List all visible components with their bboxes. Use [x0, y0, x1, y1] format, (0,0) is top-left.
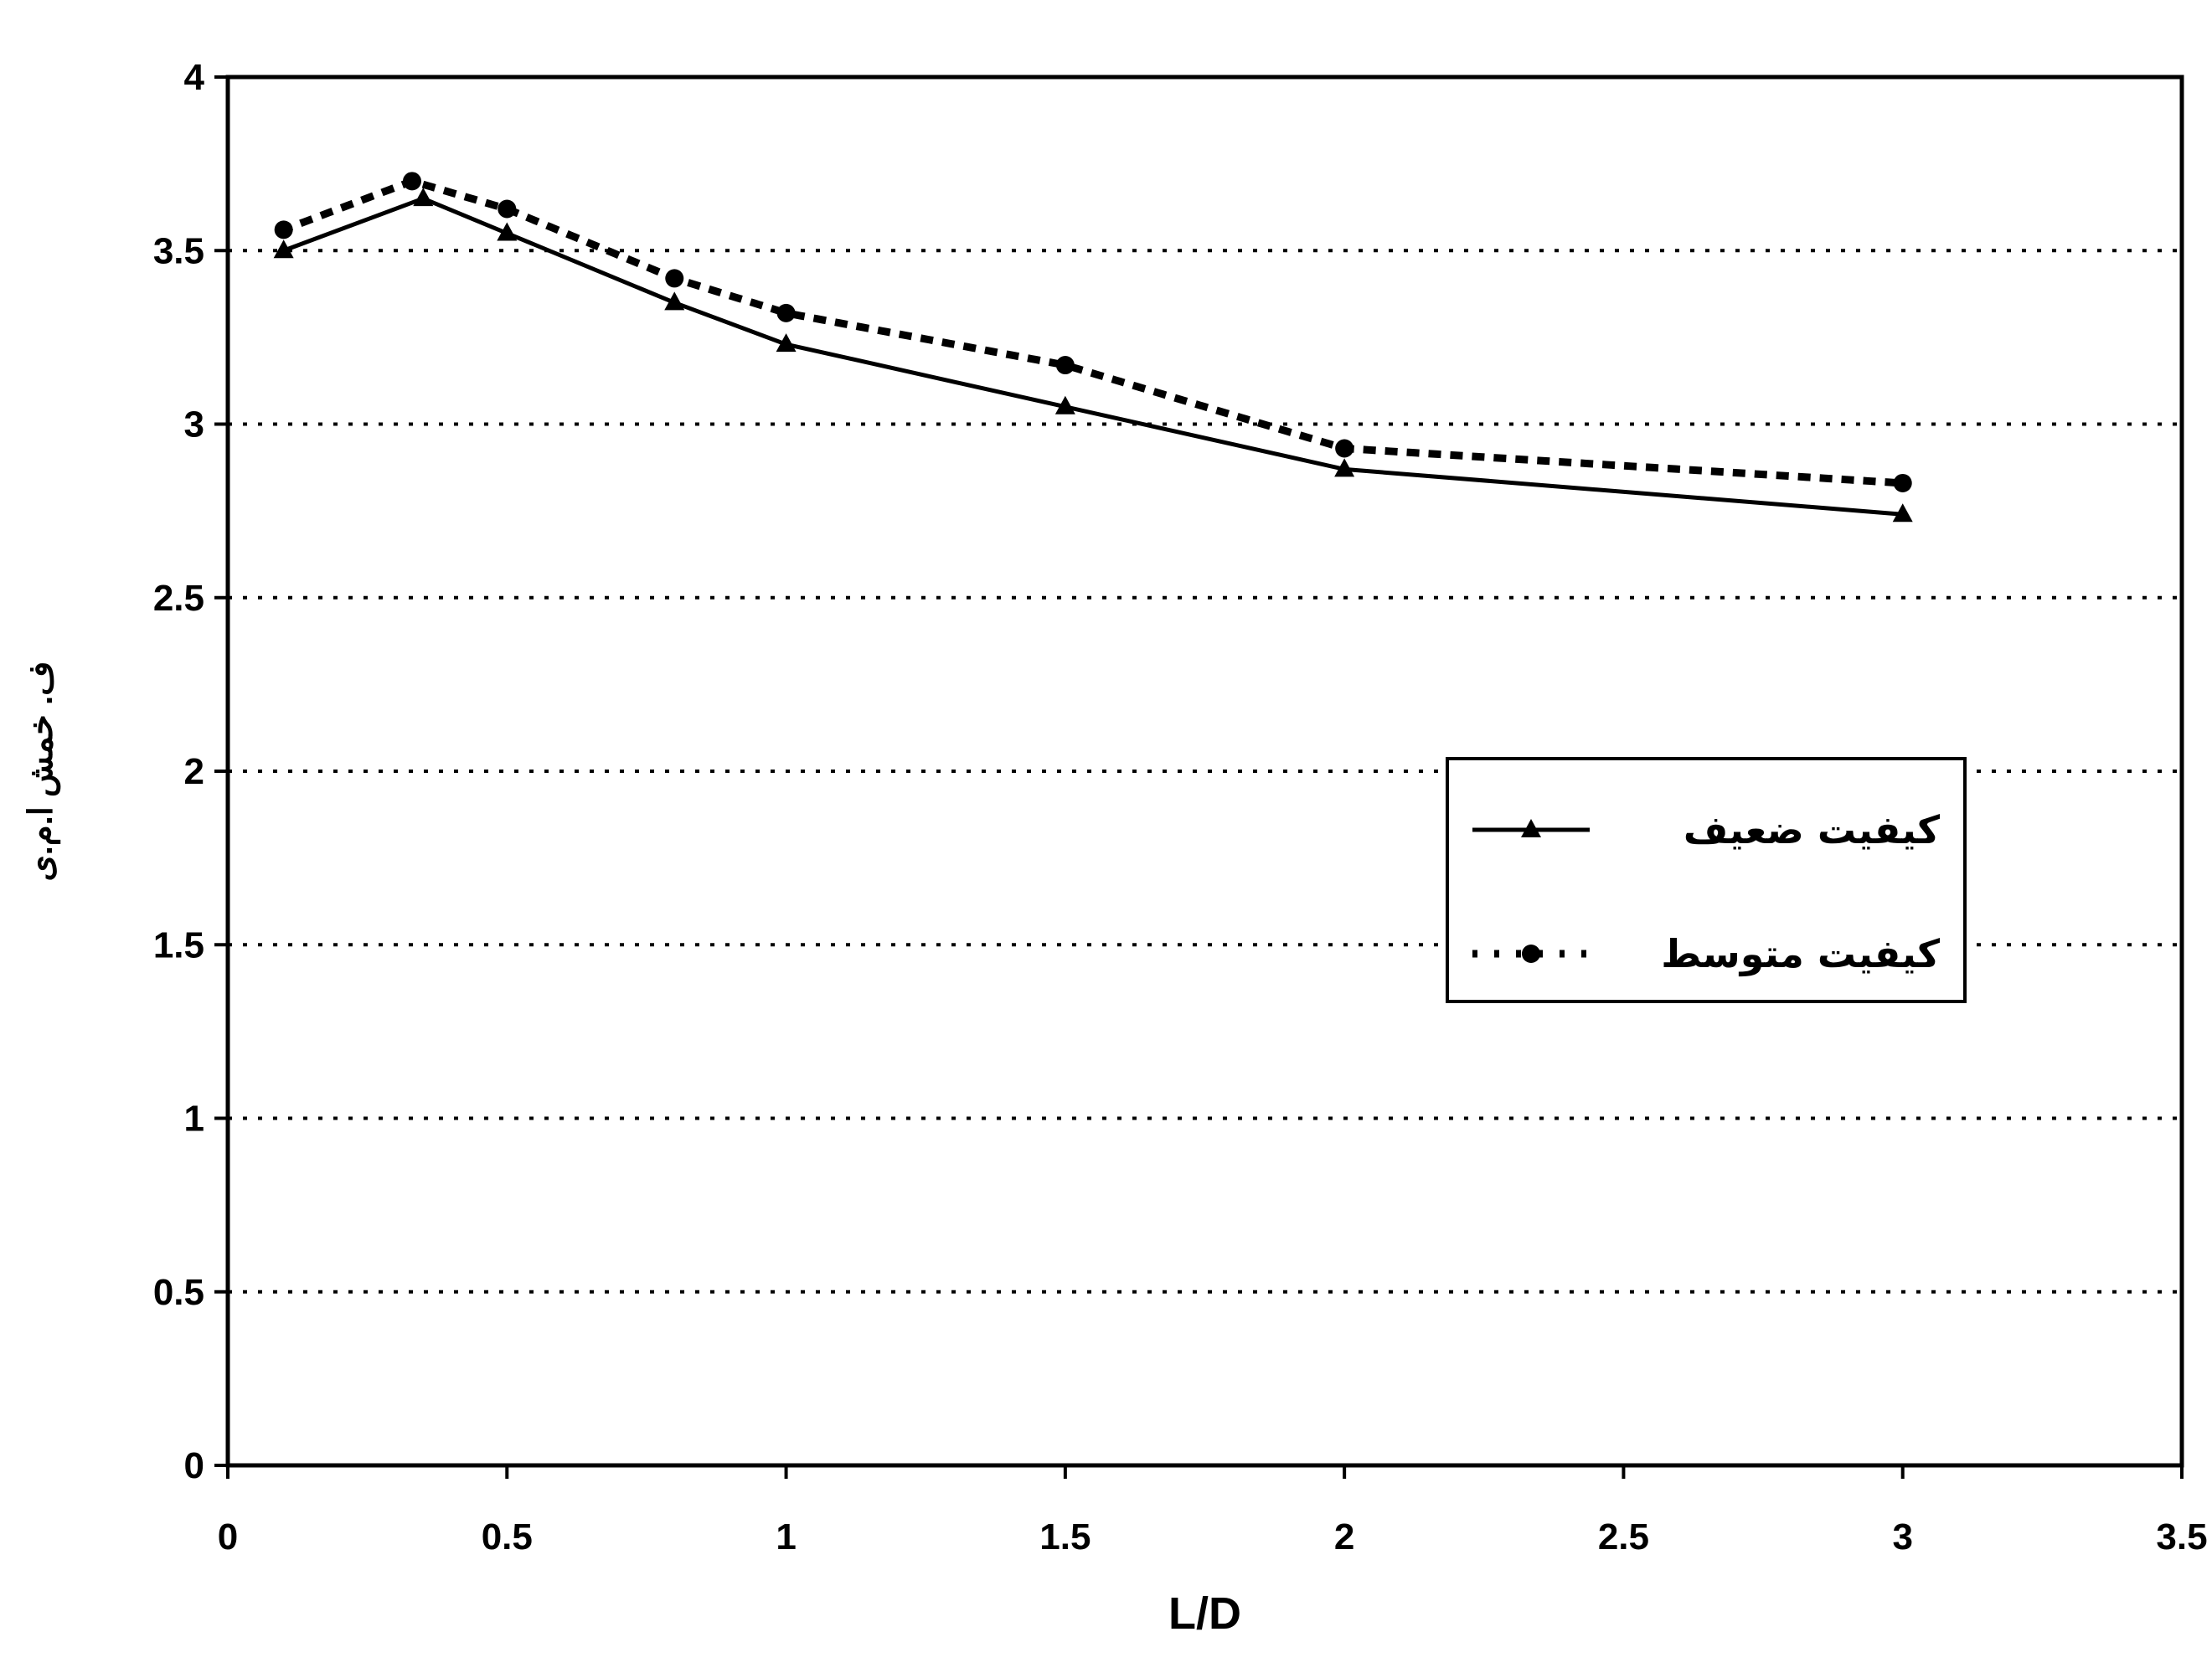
data-point — [1521, 819, 1541, 837]
x-tick-label: 1.5 — [1039, 1516, 1091, 1557]
y-tick-label: 2 — [184, 751, 204, 792]
series-layer — [273, 172, 1913, 523]
y-tick-label: 2.5 — [153, 578, 204, 619]
series-line — [278, 177, 1907, 487]
legend: کیفیت ضعیف کیفیت متوسط — [1446, 757, 1967, 1003]
data-point — [1892, 503, 1913, 523]
data-point — [665, 269, 684, 288]
data-point — [273, 239, 294, 259]
y-axis-title: ف. خمش ا.م.ی — [23, 661, 61, 881]
data-point — [1334, 458, 1355, 477]
data-point — [1522, 945, 1540, 963]
y-tick-label: 4 — [184, 57, 205, 98]
data-point — [776, 333, 797, 353]
x-tick-label: 1 — [776, 1516, 796, 1557]
data-point — [1335, 439, 1354, 458]
data-point — [402, 172, 421, 191]
series-0 — [273, 188, 1913, 523]
x-tick-label: 2 — [1334, 1516, 1354, 1557]
x-tick-label: 0.5 — [482, 1516, 533, 1557]
legend-sample-medium — [1472, 945, 1590, 963]
y-tick-label: 0.5 — [153, 1272, 204, 1313]
data-point — [776, 303, 796, 322]
data-point — [1893, 473, 1912, 492]
data-point — [274, 220, 293, 239]
legend-sample-weak — [1472, 819, 1590, 837]
legend-label-medium: کیفیت متوسط — [1661, 931, 1940, 976]
legend-label-weak: کیفیت ضعیف — [1683, 807, 1940, 852]
x-tick-label: 2.5 — [1598, 1516, 1649, 1557]
y-tick-label: 0 — [184, 1445, 204, 1486]
data-point — [1055, 356, 1075, 375]
series-line — [281, 196, 1905, 517]
data-point — [498, 199, 517, 219]
y-tick-label: 3 — [184, 404, 204, 445]
data-point — [413, 188, 434, 207]
x-axis-title: L/D — [1168, 1588, 1241, 1639]
x-tick-label: 0 — [218, 1516, 238, 1557]
y-tick-label: 1 — [184, 1099, 204, 1140]
axis-ticks: 0 0.5 1 1.5 2 2.5 3 3.5 4 0 0.5 1 1.5 2 2.5 3 3.5 — [153, 57, 2208, 1557]
data-point — [497, 222, 518, 241]
x-tick-label: 3.5 — [2156, 1516, 2207, 1557]
x-tick-label: 3 — [1892, 1516, 1912, 1557]
data-point — [664, 291, 685, 311]
y-tick-label: 1.5 — [153, 924, 204, 965]
data-point — [1054, 395, 1075, 414]
series-1 — [274, 172, 1912, 492]
y-tick-label: 3.5 — [153, 230, 204, 271]
